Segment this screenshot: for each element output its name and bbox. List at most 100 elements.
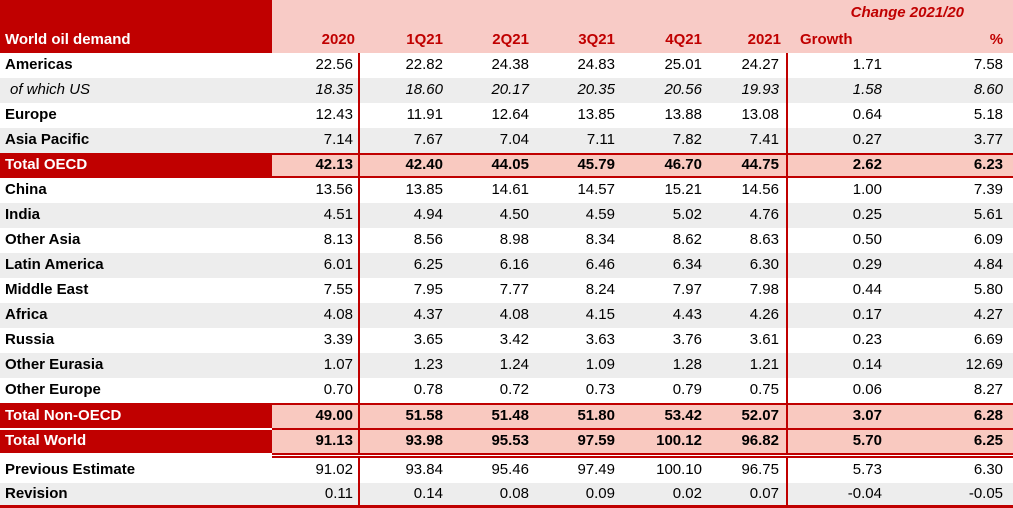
value-2020: 18.35 bbox=[272, 78, 360, 103]
value-4q21: 25.01 bbox=[664, 56, 702, 74]
row-label: Other Eurasia bbox=[0, 353, 272, 378]
value-2020: 6.01 bbox=[272, 253, 360, 278]
value-3q21: 14.57 bbox=[577, 181, 615, 199]
value-1q21: 8.56 bbox=[413, 231, 443, 249]
value-percent: 8.60 bbox=[890, 78, 1013, 103]
value-2020: 3.39 bbox=[272, 328, 360, 353]
value-2q21: 3.42 bbox=[499, 331, 529, 349]
value-2q21: 12.64 bbox=[491, 106, 529, 124]
table-row: Revision 0.11 0.14 0.08 0.09 0.02 0.07 -… bbox=[0, 483, 1013, 508]
value-percent: 5.18 bbox=[973, 106, 1004, 124]
value-1q21: 1.23 bbox=[360, 353, 447, 378]
value-1q21: 18.60 bbox=[360, 78, 447, 103]
col-header-growth: Growth bbox=[788, 27, 890, 53]
value-4q21: 20.56 bbox=[619, 78, 706, 103]
table-row: Africa 4.08 4.37 4.08 4.15 4.43 4.26 0.1… bbox=[0, 303, 1013, 328]
value-2q21: 7.04 bbox=[447, 128, 533, 153]
value-2021: 13.08 bbox=[706, 103, 788, 128]
row-label: Other Asia bbox=[5, 231, 81, 249]
value-2021: 24.27 bbox=[706, 53, 788, 78]
value-1q21: 6.25 bbox=[360, 253, 447, 278]
value-growth: 0.14 bbox=[788, 353, 890, 378]
row-label: Other Europe bbox=[5, 381, 101, 399]
double-rule-line bbox=[272, 453, 1013, 458]
value-2q21: 0.08 bbox=[447, 483, 533, 508]
value-percent: 6.23 bbox=[890, 153, 1013, 178]
value-3q21: 0.09 bbox=[533, 483, 619, 508]
title-block bbox=[0, 0, 272, 27]
value-3q21: 8.34 bbox=[585, 231, 615, 249]
table-row: of which US 18.35 18.60 20.17 20.35 20.5… bbox=[0, 78, 1013, 103]
value-growth: 1.71 bbox=[852, 56, 882, 74]
table-row: Other Eurasia 1.07 1.23 1.24 1.09 1.28 1… bbox=[0, 353, 1013, 378]
row-label: Total Non-OECD bbox=[0, 403, 272, 428]
value-growth: 0.29 bbox=[788, 253, 890, 278]
value-2021: 4.76 bbox=[706, 203, 788, 228]
table-row: Total Non-OECD 49.00 51.58 51.48 51.80 5… bbox=[0, 403, 1013, 428]
value-growth: 0.44 bbox=[852, 281, 882, 299]
value-growth: 2.62 bbox=[788, 153, 890, 178]
col-header-1q21: 1Q21 bbox=[360, 27, 447, 53]
table-row: Other Asia 8.13 8.56 8.98 8.34 8.62 8.63… bbox=[0, 228, 1013, 253]
value-2q21: 8.98 bbox=[499, 231, 529, 249]
value-3q21: 24.83 bbox=[577, 56, 615, 74]
row-label: Russia bbox=[5, 331, 55, 349]
value-2021: 44.75 bbox=[706, 153, 788, 178]
value-2q21: 7.77 bbox=[499, 281, 529, 299]
double-rule bbox=[0, 453, 1013, 458]
value-1q21: 13.85 bbox=[405, 181, 443, 199]
value-growth: -0.04 bbox=[788, 483, 890, 508]
row-label: Revision bbox=[0, 483, 272, 508]
value-4q21: 13.88 bbox=[664, 106, 702, 124]
value-percent: 6.09 bbox=[973, 231, 1004, 249]
value-2020: 49.00 bbox=[272, 403, 360, 428]
col-header-4q21: 4Q21 bbox=[619, 27, 706, 53]
value-percent: 3.77 bbox=[890, 128, 1013, 153]
value-2q21: 14.61 bbox=[491, 181, 529, 199]
value-2021: 1.21 bbox=[706, 353, 788, 378]
value-2021: 8.63 bbox=[706, 228, 788, 253]
value-growth: 3.07 bbox=[788, 403, 890, 428]
table-row: Middle East 7.55 7.95 7.77 8.24 7.97 7.9… bbox=[0, 278, 1013, 303]
value-4q21: 1.28 bbox=[619, 353, 706, 378]
row-label: Asia Pacific bbox=[0, 128, 272, 153]
value-2020: 22.56 bbox=[272, 53, 360, 78]
value-growth: 0.17 bbox=[788, 303, 890, 328]
row-label: of which US bbox=[0, 78, 272, 103]
value-percent: 6.28 bbox=[890, 403, 1013, 428]
value-growth: 0.27 bbox=[788, 128, 890, 153]
table-row: China 13.56 13.85 14.61 14.57 15.21 14.5… bbox=[0, 178, 1013, 203]
value-3q21: 7.11 bbox=[533, 128, 619, 153]
value-2q21: 4.50 bbox=[447, 203, 533, 228]
value-percent: 7.39 bbox=[973, 181, 1004, 199]
value-2020: 7.14 bbox=[272, 128, 360, 153]
value-3q21: 4.59 bbox=[533, 203, 619, 228]
table-row: Previous Estimate 91.02 93.84 95.46 97.4… bbox=[0, 458, 1013, 483]
value-3q21: 3.63 bbox=[585, 331, 615, 349]
value-4q21: 100.10 bbox=[656, 461, 702, 479]
col-header-2q21: 2Q21 bbox=[447, 27, 533, 53]
value-2q21: 6.16 bbox=[447, 253, 533, 278]
table-row: Total World 91.13 93.98 95.53 97.59 100.… bbox=[0, 428, 1013, 453]
value-2021: 3.61 bbox=[706, 328, 788, 353]
value-2020: 0.70 bbox=[272, 378, 360, 403]
value-3q21: 97.59 bbox=[533, 428, 619, 453]
row-label: India bbox=[0, 203, 272, 228]
table-row: Other Europe 0.70 0.78 0.72 0.73 0.79 0.… bbox=[0, 378, 1013, 403]
value-growth: 0.23 bbox=[852, 331, 882, 349]
value-2020: 91.02 bbox=[272, 458, 360, 483]
value-1q21: 22.82 bbox=[405, 56, 443, 74]
value-2021: 52.07 bbox=[706, 403, 788, 428]
value-2021: 6.30 bbox=[706, 253, 788, 278]
row-label: Latin America bbox=[0, 253, 272, 278]
row-label: China bbox=[5, 181, 47, 199]
value-4q21: 100.12 bbox=[619, 428, 706, 453]
value-1q21: 93.84 bbox=[405, 461, 443, 479]
value-2020: 42.13 bbox=[272, 153, 360, 178]
value-3q21: 4.15 bbox=[533, 303, 619, 328]
value-2q21: 20.17 bbox=[447, 78, 533, 103]
value-3q21: 97.49 bbox=[577, 461, 615, 479]
value-1q21: 4.94 bbox=[360, 203, 447, 228]
value-1q21: 7.95 bbox=[413, 281, 443, 299]
